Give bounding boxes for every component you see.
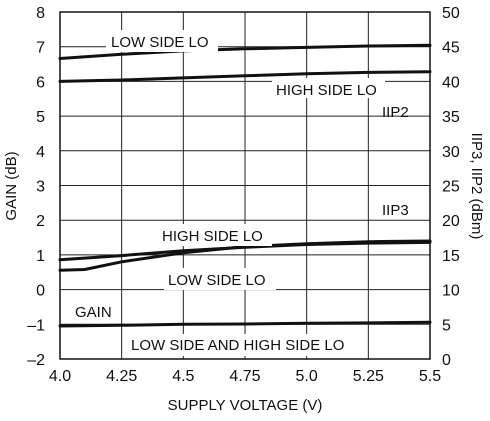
x-tick-label: 5.25 bbox=[353, 368, 384, 385]
y-right-tick-label: 45 bbox=[442, 40, 460, 57]
y-right-tick-label: 0 bbox=[442, 352, 451, 369]
y-left-tick-label: 3 bbox=[36, 179, 45, 196]
y-right-tick-label: 15 bbox=[442, 248, 460, 265]
annotation-high-side-lo-iip2: HIGH SIDE LO bbox=[276, 82, 377, 99]
y-right-tick-label: 25 bbox=[442, 179, 460, 196]
y-left-tick-label: 7 bbox=[36, 40, 45, 57]
x-tick-label: 4.0 bbox=[49, 368, 71, 385]
y-left-tick-label: 5 bbox=[36, 109, 45, 126]
annotations: LOW SIDE LO HIGH SIDE LO IIP2 IIP3 HIGH … bbox=[70, 30, 409, 356]
iip2-high-side-lo-line bbox=[58, 70, 432, 83]
y-right-tick-label: 35 bbox=[442, 109, 460, 126]
x-tick-label: 5.5 bbox=[419, 368, 441, 385]
y-left-tick-label: –2 bbox=[27, 352, 45, 369]
gain-line bbox=[58, 320, 432, 328]
annotation-gain: GAIN bbox=[75, 304, 112, 321]
y-left-tick-label: 4 bbox=[36, 144, 45, 161]
y-right-tick-label: 20 bbox=[442, 213, 460, 230]
x-tick-label: 4.5 bbox=[172, 368, 194, 385]
y-right-tick-label: 5 bbox=[442, 317, 451, 334]
x-tick-label: 4.25 bbox=[106, 368, 137, 385]
annotation-iip2: IIP2 bbox=[382, 104, 409, 121]
x-axis-title: SUPPLY VOLTAGE (V) bbox=[168, 397, 323, 414]
y-right-tick-label: 30 bbox=[442, 144, 460, 161]
y-right-tick-label: 50 bbox=[442, 5, 460, 22]
y-right-axis-title: IIP3, IIP2 (dBm) bbox=[468, 133, 485, 240]
x-tick-label: 5.0 bbox=[296, 368, 318, 385]
y-left-axis-title: GAIN (dB) bbox=[3, 151, 20, 220]
annotation-low-and-high-side-lo: LOW SIDE AND HIGH SIDE LO bbox=[131, 337, 344, 354]
y-left-tick-label: 0 bbox=[36, 283, 45, 300]
iip2-low-side-lo-line bbox=[58, 43, 432, 60]
y-right-tick-label: 40 bbox=[442, 74, 460, 91]
y-left-tick-label: –1 bbox=[27, 317, 45, 334]
iip3-low-side-lo-line bbox=[58, 239, 432, 272]
annotation-low-side-lo-iip3: LOW SIDE LO bbox=[168, 272, 266, 289]
annotation-low-side-lo-iip2: LOW SIDE LO bbox=[111, 34, 209, 51]
y-left-tick-label: 1 bbox=[36, 248, 45, 265]
plot-frame bbox=[59, 11, 431, 360]
annotation-iip3: IIP3 bbox=[382, 202, 409, 219]
x-tick-label: 4.75 bbox=[229, 368, 260, 385]
series-lines bbox=[58, 43, 432, 328]
y-left-tick-label: 8 bbox=[36, 5, 45, 22]
tick-labels: 4.0 4.25 4.5 4.75 5.0 5.25 5.5–2–1012345678051… bbox=[27, 5, 460, 385]
y-right-tick-label: 10 bbox=[442, 283, 460, 300]
annotation-high-side-lo-iip3: HIGH SIDE LO bbox=[162, 228, 263, 245]
y-left-tick-label: 2 bbox=[36, 213, 45, 230]
y-left-tick-label: 6 bbox=[36, 74, 45, 91]
